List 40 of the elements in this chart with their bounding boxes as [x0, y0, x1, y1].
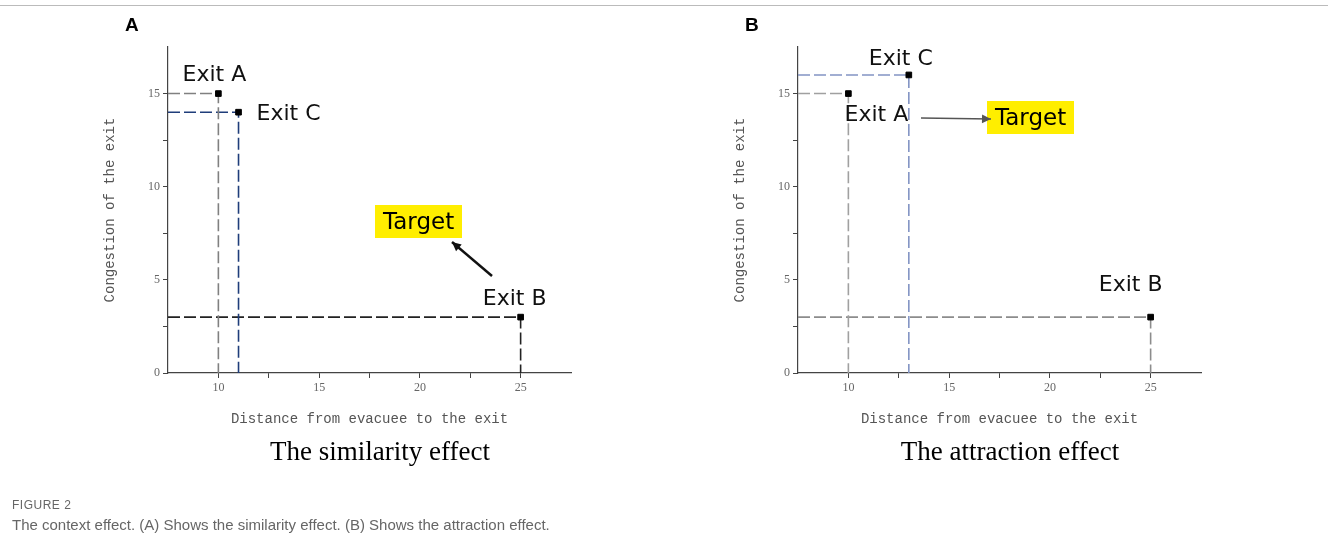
chart-title: B [745, 14, 759, 36]
caption: FIGURE 2 [12, 498, 72, 512]
y-tick-label: 15 [148, 85, 160, 100]
text: The context effect. (A) Shows the similarity effect. (B) Shows the attraction effect. [12, 516, 550, 533]
y-tick-label: 0 [154, 365, 160, 380]
y-tick-label: 15 [778, 85, 790, 100]
x-tick-label: 10 [212, 380, 225, 395]
y-tick-label: 0 [784, 365, 790, 380]
x-tick-label: 25 [1144, 380, 1157, 395]
x-tick-label: 15 [943, 380, 956, 395]
series-label: Exit B [1098, 270, 1163, 296]
x-axis-title: Distance from evacuee to the exit [860, 411, 1139, 428]
y-tick-label: 10 [778, 178, 790, 193]
x-tick-label: 20 [1043, 380, 1056, 395]
text: The attraction effect [899, 436, 1121, 467]
point [215, 90, 222, 97]
series-label: Exit C [868, 44, 933, 70]
y-tick-label: 5 [154, 272, 160, 287]
series-label: Exit C [256, 99, 321, 125]
point [845, 90, 852, 97]
chart-title: A [125, 14, 139, 36]
y-tick-label: 10 [148, 178, 160, 193]
annotation: Target [987, 101, 1075, 134]
point [905, 71, 913, 79]
annotation: Target [375, 205, 463, 238]
series-label: Exit B [482, 284, 547, 310]
text: The similarity effect [269, 436, 491, 467]
x-tick-label: 15 [313, 380, 326, 395]
y-axis-title: Congestion of the exit [732, 117, 749, 303]
x-axis-title: Distance from evacuee to the exit [230, 411, 509, 428]
series-label: Exit A [182, 61, 247, 87]
point [517, 313, 524, 321]
point [1147, 313, 1154, 321]
y-tick-label: 5 [784, 272, 790, 287]
x-tick-label: 25 [514, 380, 527, 395]
series-label: Exit A [844, 101, 909, 127]
y-axis-title: Congestion of the exit [102, 117, 119, 303]
point [235, 108, 242, 116]
x-tick-label: 20 [413, 380, 426, 395]
x-tick-label: 10 [842, 380, 855, 395]
